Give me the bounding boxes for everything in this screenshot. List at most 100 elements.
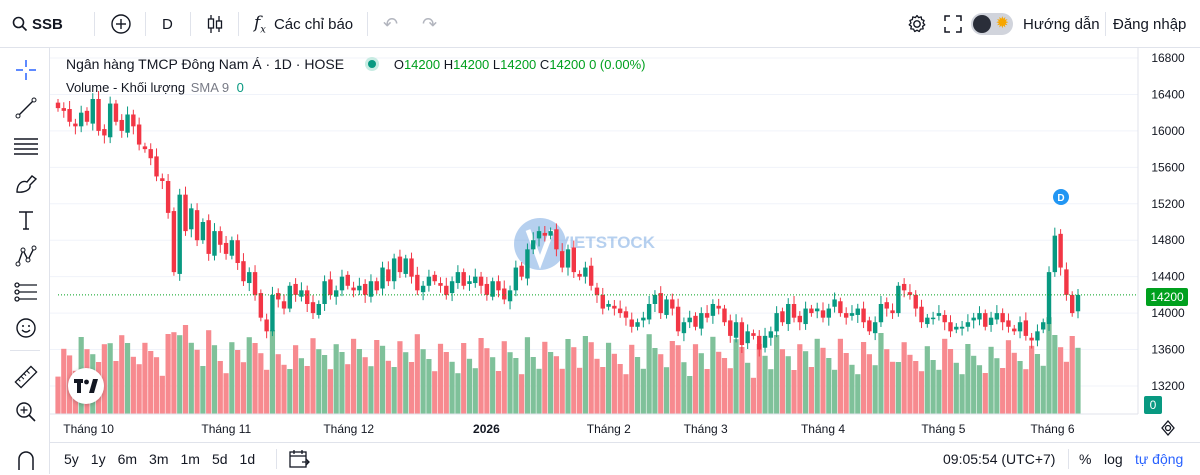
emoji-tool[interactable]: [10, 314, 42, 342]
volume-bar: [692, 344, 699, 414]
time-tick-label: Tháng 11: [201, 422, 251, 436]
candle: [171, 207, 177, 276]
candle-body: [136, 124, 142, 145]
redo-button[interactable]: ↷: [422, 0, 437, 48]
candle: [716, 298, 721, 315]
candle: [988, 311, 994, 332]
volume-bar: [889, 361, 896, 414]
chart-area[interactable]: VIETSTOCK 16800 16400 16000 15600 15200 14800…: [50, 48, 1200, 442]
candle-body: [78, 112, 84, 127]
candle: [936, 305, 942, 321]
auto-scale-toggle[interactable]: tự động: [1135, 443, 1183, 475]
volume-bar: [258, 353, 264, 414]
range-5d[interactable]: 5d: [211, 451, 228, 467]
volume-bar: [681, 362, 687, 414]
fullscreen-button[interactable]: [943, 0, 963, 48]
candle-body: [310, 302, 316, 314]
candle: [930, 311, 936, 325]
trendline-icon: [15, 97, 37, 119]
tradingview-logo[interactable]: [68, 368, 104, 404]
login-button[interactable]: Đăng nhập: [1113, 0, 1186, 48]
crosshair-tool[interactable]: [10, 56, 42, 84]
candle: [954, 323, 959, 334]
ruler-tool[interactable]: [10, 363, 42, 391]
range-3m[interactable]: 3m: [149, 451, 169, 467]
candle: [241, 253, 246, 286]
candle: [119, 114, 124, 138]
pattern-tool[interactable]: [10, 242, 42, 270]
candle: [305, 285, 310, 313]
candle-body: [339, 276, 345, 291]
candle: [218, 226, 223, 253]
range-1m[interactable]: 1m: [180, 451, 200, 467]
candle: [565, 244, 571, 276]
candle-body: [305, 290, 310, 304]
volume-bar: [165, 334, 171, 414]
log-label: log: [1104, 451, 1123, 467]
candle: [247, 267, 252, 292]
goto-date-button[interactable]: [288, 443, 310, 475]
indicators-button[interactable]: fx Các chỉ báo: [254, 0, 353, 48]
candle: [380, 261, 385, 296]
range-5y[interactable]: 5y: [64, 451, 79, 467]
candle: [374, 277, 379, 294]
candle-body: [687, 317, 692, 323]
candle: [1023, 312, 1029, 341]
zoom-in-tool[interactable]: [10, 398, 42, 426]
time-axis: Tháng 10 Tháng 11 Tháng 12 2026 Tháng 2 Tháng…: [63, 422, 1075, 436]
symbol-search[interactable]: SSB: [12, 0, 63, 48]
crosshair-icon: [16, 60, 36, 80]
undo-button[interactable]: ↶: [383, 0, 398, 48]
chart-type-button[interactable]: [206, 0, 224, 48]
candle-body: [426, 276, 432, 286]
candle: [971, 312, 976, 329]
range-1y[interactable]: 1y: [90, 451, 106, 467]
chart-canvas[interactable]: VIETSTOCK 16800 16400 16000 15600 15200 14800…: [50, 48, 1200, 442]
settings-button[interactable]: [906, 0, 928, 48]
candle-body: [699, 313, 704, 329]
trendline-tool[interactable]: [10, 94, 42, 122]
log-toggle[interactable]: log: [1104, 443, 1123, 475]
text-tool[interactable]: [10, 206, 42, 234]
candle: [803, 301, 808, 330]
candle-body: [948, 322, 953, 332]
candle-body: [780, 311, 785, 323]
candle: [1075, 289, 1081, 319]
volume-bar: [658, 354, 664, 414]
magnet-icon: [18, 451, 34, 470]
candle-body: [838, 301, 843, 314]
volume-bar: [1034, 354, 1041, 414]
candle-body: [1035, 331, 1040, 341]
volume-bar: [385, 360, 391, 414]
candle: [293, 278, 298, 302]
theme-toggle[interactable]: ✹: [971, 0, 1013, 48]
clock-timezone[interactable]: 09:05:54 (UTC+7): [943, 443, 1055, 475]
range-1d[interactable]: 1d: [239, 451, 256, 467]
interval-button[interactable]: D: [162, 0, 173, 48]
compare-button[interactable]: [110, 0, 132, 48]
candle-body: [276, 293, 281, 300]
candle: [652, 290, 658, 313]
percent-toggle[interactable]: %: [1079, 443, 1091, 475]
axis-settings-button[interactable]: [1158, 418, 1178, 438]
volume-bar: [240, 362, 247, 414]
candle-body: [142, 146, 148, 150]
candle-body: [409, 258, 414, 277]
candle-body: [55, 102, 61, 109]
candle: [1006, 313, 1011, 333]
magnet-tool[interactable]: [10, 446, 42, 474]
fib-tool[interactable]: [10, 132, 42, 160]
brush-tool[interactable]: [10, 170, 42, 198]
guide-link[interactable]: Hướng dẫn: [1023, 0, 1100, 48]
candle: [907, 284, 913, 300]
prediction-tool[interactable]: [10, 278, 42, 306]
volume-bar: [432, 371, 438, 414]
candle: [270, 286, 275, 337]
candle: [420, 281, 426, 301]
volume-bar: [414, 334, 420, 414]
candle: [1029, 332, 1034, 349]
candle-body: [849, 313, 855, 316]
range-6m[interactable]: 6m: [117, 451, 138, 467]
measure-lines-icon: [14, 282, 37, 302]
candle-body: [125, 114, 130, 133]
